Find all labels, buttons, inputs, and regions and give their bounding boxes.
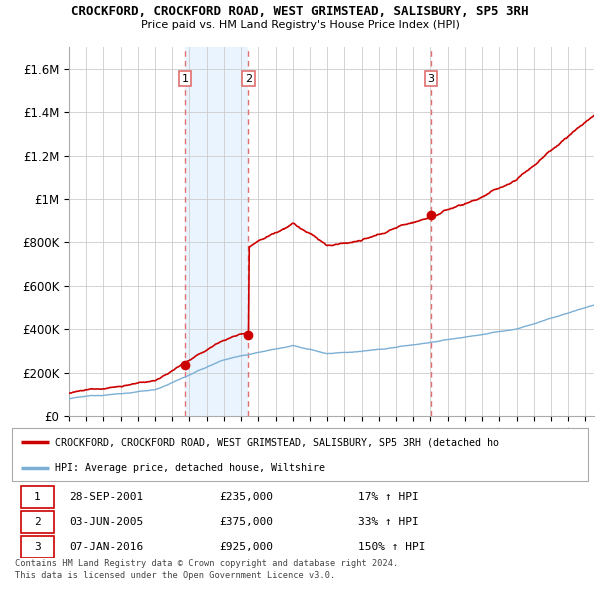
Text: 150% ↑ HPI: 150% ↑ HPI bbox=[358, 542, 425, 552]
Text: 28-SEP-2001: 28-SEP-2001 bbox=[70, 492, 144, 502]
Text: £925,000: £925,000 bbox=[220, 542, 274, 552]
Bar bbox=[185, 47, 248, 416]
Text: 07-JAN-2016: 07-JAN-2016 bbox=[70, 542, 144, 552]
Text: 3: 3 bbox=[427, 74, 434, 84]
Text: £375,000: £375,000 bbox=[220, 517, 274, 527]
Text: HPI: Average price, detached house, Wiltshire: HPI: Average price, detached house, Wilt… bbox=[55, 463, 325, 473]
Text: CROCKFORD, CROCKFORD ROAD, WEST GRIMSTEAD, SALISBURY, SP5 3RH: CROCKFORD, CROCKFORD ROAD, WEST GRIMSTEA… bbox=[71, 5, 529, 18]
Text: Price paid vs. HM Land Registry's House Price Index (HPI): Price paid vs. HM Land Registry's House … bbox=[140, 20, 460, 30]
Text: 17% ↑ HPI: 17% ↑ HPI bbox=[358, 492, 418, 502]
Text: 3: 3 bbox=[34, 542, 41, 552]
Text: 1: 1 bbox=[182, 74, 188, 84]
FancyBboxPatch shape bbox=[12, 428, 588, 481]
Text: 1: 1 bbox=[34, 492, 41, 502]
Text: Contains HM Land Registry data © Crown copyright and database right 2024.: Contains HM Land Registry data © Crown c… bbox=[15, 559, 398, 568]
FancyBboxPatch shape bbox=[20, 486, 54, 508]
Text: £235,000: £235,000 bbox=[220, 492, 274, 502]
Text: 03-JUN-2005: 03-JUN-2005 bbox=[70, 517, 144, 527]
FancyBboxPatch shape bbox=[20, 511, 54, 533]
Text: CROCKFORD, CROCKFORD ROAD, WEST GRIMSTEAD, SALISBURY, SP5 3RH (detached ho: CROCKFORD, CROCKFORD ROAD, WEST GRIMSTEA… bbox=[55, 437, 499, 447]
Text: 2: 2 bbox=[245, 74, 252, 84]
FancyBboxPatch shape bbox=[20, 536, 54, 558]
Text: This data is licensed under the Open Government Licence v3.0.: This data is licensed under the Open Gov… bbox=[15, 571, 335, 580]
Text: 2: 2 bbox=[34, 517, 41, 527]
Text: 33% ↑ HPI: 33% ↑ HPI bbox=[358, 517, 418, 527]
